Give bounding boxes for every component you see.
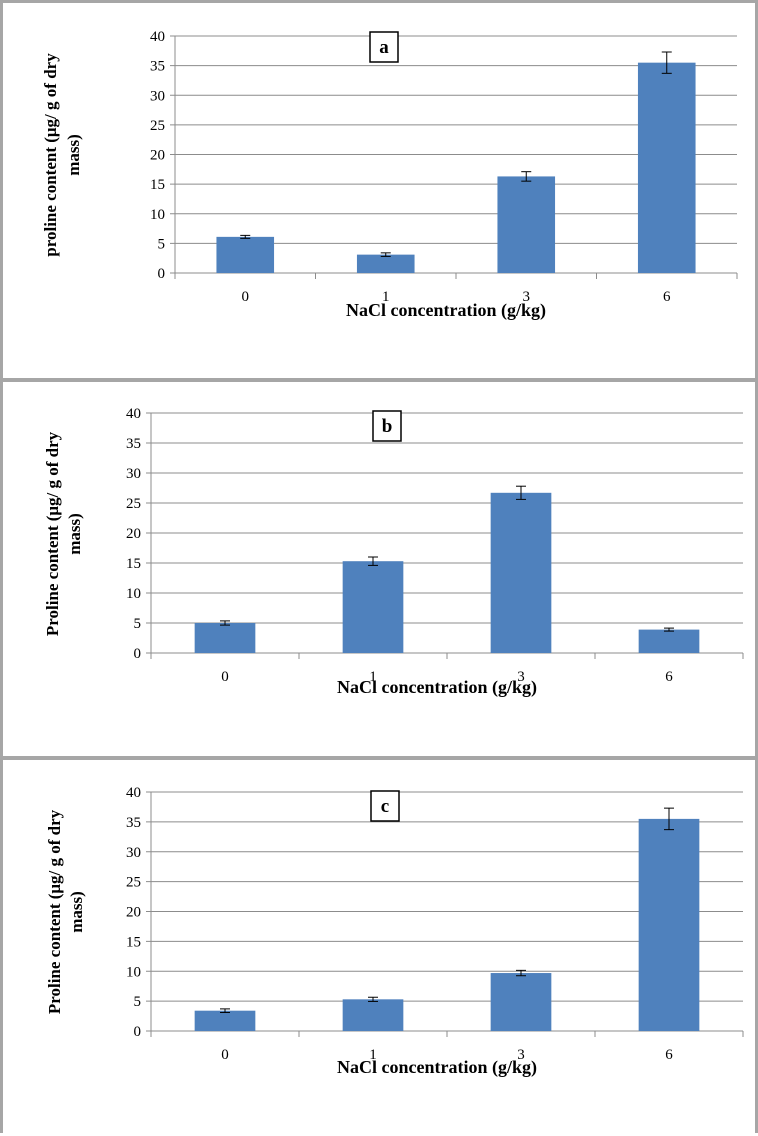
chart-panel-a: 0 5 10 15 20 25 30 35 40 0 1 3 6 a NaCl concentration … <box>0 0 758 381</box>
y-tick-label: 10 <box>126 964 141 980</box>
chart-a-svg: 0 5 10 15 20 25 30 35 40 0 1 3 6 a NaCl concentration … <box>41 29 738 321</box>
bar <box>638 629 700 653</box>
y-tick-label: 15 <box>126 934 141 950</box>
x-tick-label: 1 <box>369 1047 377 1063</box>
y-tick-label: 15 <box>150 177 165 193</box>
x-tick-label: 6 <box>665 1047 673 1063</box>
panel-label-box <box>372 410 402 442</box>
y-tick-label: 20 <box>150 148 165 164</box>
y-tick-label: 25 <box>150 118 165 134</box>
chart-c-svg: 0 5 10 15 20 25 30 35 40 0 1 3 6 c NaCl concentration … <box>45 785 744 1078</box>
y-tick-label: 20 <box>126 526 141 542</box>
x-tick-label: 0 <box>221 669 229 685</box>
x-tick-label: 0 <box>242 289 250 305</box>
y-tick-label: 10 <box>126 586 141 602</box>
chart-panel-c: 0 5 10 15 20 25 30 35 40 0 1 3 6 c NaCl concentration … <box>0 757 758 1133</box>
y-tick-label: 40 <box>126 406 141 422</box>
y-tick-label: 10 <box>150 207 165 223</box>
bar <box>356 254 415 273</box>
y-tick-label: 5 <box>134 616 142 632</box>
y-tick-label: 15 <box>126 556 141 572</box>
panel-label: b <box>382 416 393 437</box>
y-tick-label: 0 <box>134 646 142 662</box>
bar <box>497 176 556 273</box>
y-axis-title-line2: mass) <box>67 891 86 933</box>
y-tick-label: 35 <box>150 59 165 75</box>
panel-label: a <box>379 37 389 58</box>
panel-label: c <box>381 796 389 817</box>
x-tick-label: 3 <box>517 669 525 685</box>
y-tick-label: 40 <box>126 785 141 801</box>
y-axis-title-line1: Proline content (μg/ g of dry <box>45 809 64 1014</box>
y-tick-label: 30 <box>150 88 165 104</box>
y-axis-title-line1: Proline content (μg/ g of dry <box>43 431 62 636</box>
bar <box>194 623 256 653</box>
y-tick-label: 25 <box>126 496 141 512</box>
chart-b-svg: 0 5 10 15 20 25 30 35 40 0 1 3 6 b NaCl concentration … <box>43 406 744 698</box>
y-axis-title-line2: mass) <box>64 134 83 176</box>
bar <box>490 973 552 1031</box>
panel-label-box <box>370 790 400 822</box>
y-tick-label: 35 <box>126 815 141 831</box>
x-axis-title: NaCl concentration (g/kg) <box>346 300 546 321</box>
y-tick-label: 20 <box>126 905 141 921</box>
y-axis-title-line2: mass) <box>65 513 84 555</box>
y-tick-label: 30 <box>126 466 141 482</box>
x-tick-label: 6 <box>663 289 671 305</box>
bar <box>490 492 552 653</box>
x-tick-label: 3 <box>523 289 531 305</box>
x-tick-label: 0 <box>221 1047 229 1063</box>
x-tick-label: 6 <box>665 669 673 685</box>
y-tick-label: 35 <box>126 436 141 452</box>
y-tick-label: 25 <box>126 875 141 891</box>
chart-panel-b: 0 5 10 15 20 25 30 35 40 0 1 3 6 b NaCl concentration … <box>0 379 758 759</box>
bar <box>638 818 700 1031</box>
bar <box>637 62 696 273</box>
bar <box>194 1010 256 1031</box>
bar <box>342 999 404 1031</box>
y-tick-label: 5 <box>134 994 142 1010</box>
x-axis-title: NaCl concentration (g/kg) <box>337 1057 537 1078</box>
x-axis-title: NaCl concentration (g/kg) <box>337 677 537 698</box>
y-axis-title-line1: proline content (μg/ g of dry <box>41 53 60 257</box>
x-tick-label: 1 <box>369 669 377 685</box>
y-tick-label: 40 <box>150 29 165 45</box>
y-tick-label: 0 <box>134 1024 142 1040</box>
y-tick-label: 5 <box>158 236 166 252</box>
x-tick-label: 3 <box>517 1047 525 1063</box>
y-tick-label: 30 <box>126 845 141 861</box>
panel-label-box <box>369 31 399 63</box>
bar <box>216 236 275 273</box>
x-tick-label: 1 <box>382 289 390 305</box>
bar <box>342 561 404 653</box>
y-tick-label: 0 <box>158 266 166 282</box>
